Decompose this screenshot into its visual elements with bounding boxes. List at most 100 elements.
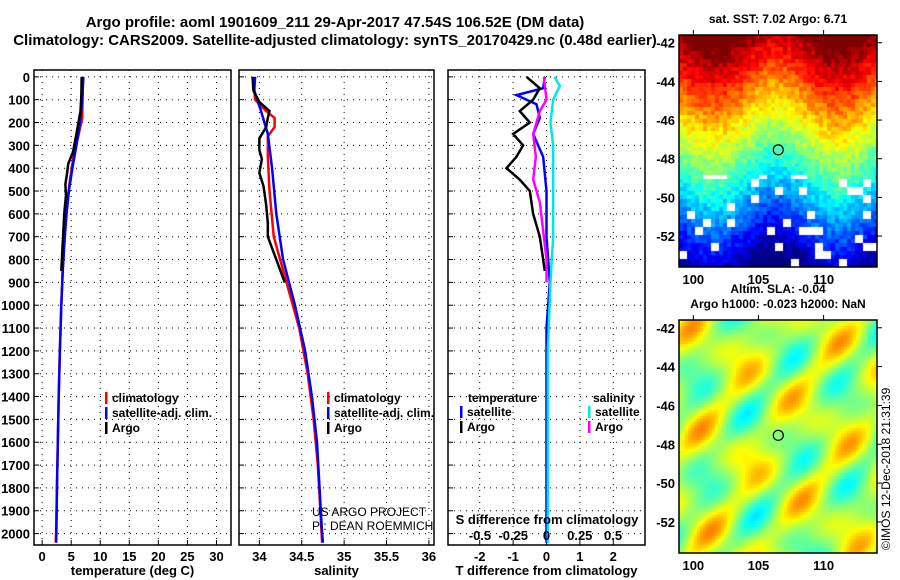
y-tick-label: 0 [23,70,30,85]
legend-label: satellite [467,405,512,419]
plot-frame [238,69,435,546]
y-tick-label: -44 [656,360,676,375]
y-tick-label: -46 [656,113,675,128]
legend-label: Argo [467,420,495,434]
y-tick-label: 800 [8,253,30,268]
legend-swatch [327,422,330,434]
credit-line2: PI: DEAN ROEMMICH [312,519,433,533]
legend-label: satellite-adj. clim. [334,406,434,420]
x-tick-label: 110 [813,558,834,573]
argo-location-marker [772,429,784,441]
series-s-argo [531,76,548,283]
y-tick-label: 400 [8,161,30,176]
y-tick-label: 1100 [2,321,30,336]
credit-line1: US ARGO PROJECT [312,505,427,519]
x-tick-label: 1 [576,549,583,564]
map-title: Altim. SLA: -0.04 [730,282,826,296]
x-tick-label: 36 [422,549,436,564]
legend-label: satellite [595,405,640,419]
series-satellite [54,76,85,543]
x-tick-label: 35.5 [374,549,399,564]
y-tick-label: 1500 [1,412,30,427]
y-tick-label: -42 [656,36,675,51]
y-tick-label: 1700 [1,458,30,473]
legend-label: Argo [595,420,623,434]
legend-title-temperature: temperature [468,391,538,405]
x-tick-label: 10 [93,549,107,564]
x-tick-label: 25 [180,549,194,564]
x2-tick-label: 0.25 [567,528,592,543]
salinity-panel: 34 34.5 35 35.5 36 salinity climatologysatelli… [238,69,436,578]
legend-swatch [460,406,463,418]
watermark: ©IMOS 12-Dec-2018 21:31:39 [879,387,893,550]
y-tick-label: 500 [8,184,30,199]
x-tick-label: 0 [39,549,46,564]
x-tick-label: 34 [252,549,267,564]
legend-title-salinity: salinity [593,391,635,405]
x-tick-label: 105 [748,272,770,287]
series-climatology [54,76,85,543]
sst-map-panel: 100 105 110 -42 -44 -46 -48 -50 -52 sat. SST: 7.0… [656,12,882,287]
legend-swatch [460,421,463,433]
x2-axis-label: S difference from climatology [456,512,640,527]
legend-label: satellite-adj. clim. [112,406,212,420]
x-tick-label: 105 [748,558,770,573]
plot-frame [447,69,646,546]
y-tick-label: -48 [656,152,675,167]
x-tick-label: 35 [337,549,351,564]
series-s-satellite [546,76,562,543]
y-tick-label: 1600 [1,435,30,450]
y-tick-label: -42 [656,321,675,336]
title-line1: Argo profile: aoml 1901609_211 29-Apr-20… [86,14,585,31]
y-tick-label: 2000 [1,527,30,542]
x-tick-label: 100 [682,558,704,573]
x2-tick-label: -0.5 [469,528,491,543]
sst-map-image [679,35,877,267]
y-tick-label: 1200 [1,344,30,359]
y-tick-label: 700 [8,230,30,245]
series-satellite [252,76,325,543]
x-tick-label: -2 [474,549,486,564]
x-tick-label: 30 [209,549,223,564]
sla-map-image [679,320,877,553]
map-title: Argo h1000: -0.023 h2000: NaN [690,297,865,311]
legend-swatch [105,407,108,419]
y-tick-label: -44 [656,74,676,89]
legend-label: Argo [334,421,362,435]
x-tick-label: 110 [813,272,834,287]
legend-swatch [588,421,591,433]
series-climatology [252,76,324,543]
y-tick-label: 600 [8,207,30,222]
legend-label: Argo [112,421,140,435]
y-tick-label: 1400 [1,390,30,405]
y-tick-label: -48 [656,437,675,452]
difference-panel: -2 -1 0 1 2T difference from climatology S di… [447,69,646,578]
y-tick-label: 200 [8,116,30,131]
temperature-panel: 0 5 10 15 20 25 300100200300400500600700800900… [1,69,232,578]
title-line2: Climatology: CARS2009. Satellite-adjuste… [13,32,657,49]
x-tick-label: 15 [122,549,136,564]
y-tick-label: -50 [656,190,675,205]
legend-label: climatology [334,391,401,405]
legend-swatch [105,422,108,434]
legend-label: climatology [112,391,179,405]
series-t-argo [504,75,547,272]
x2-tick-label: 0.5 [604,528,622,543]
series-t-satellite [512,76,552,543]
y-tick-label: -52 [656,515,675,530]
x2-tick-label: 0 [543,528,550,543]
legend-swatch [327,392,330,404]
y-tick-label: -52 [656,229,675,244]
x-tick-label: 34.5 [289,549,314,564]
y-tick-label: 1900 [1,504,30,519]
x-tick-label: 2 [610,549,617,564]
y-tick-label: 100 [8,93,30,108]
x2-tick-label: -0.25 [498,528,528,543]
x-tick-label: 100 [682,272,704,287]
y-tick-label: 1300 [1,367,30,382]
x-tick-label: -1 [507,549,519,564]
series-argo [251,76,286,283]
map-title: sat. SST: 7.02 Argo: 6.71 [709,12,848,26]
